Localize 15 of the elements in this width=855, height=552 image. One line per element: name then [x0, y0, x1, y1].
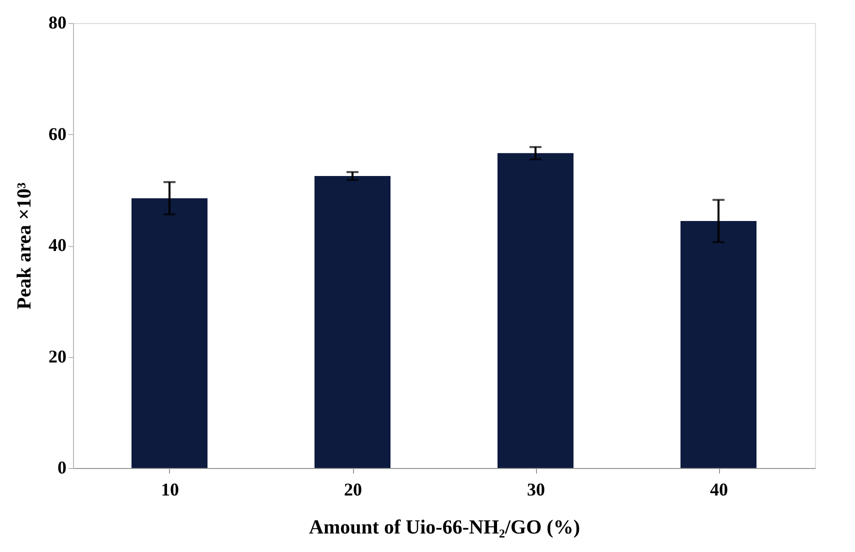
y-tick-label: 60 — [48, 124, 66, 144]
y-tick-label: 0 — [58, 458, 66, 478]
y-tick-label: 20 — [48, 346, 66, 366]
x-tick-label: 40 — [710, 480, 728, 500]
y-axis-title: Peak area ×10³ — [14, 182, 36, 310]
bar — [498, 153, 574, 468]
bar — [314, 176, 390, 468]
x-tick-label: 20 — [344, 480, 362, 500]
bar — [132, 198, 208, 468]
x-tick-label: 10 — [161, 480, 179, 500]
y-tick-label: 80 — [48, 12, 66, 32]
x-tick-label: 30 — [527, 480, 545, 500]
bar — [680, 221, 756, 468]
y-tick-label: 40 — [48, 235, 66, 255]
x-axis-title: Amount of Uio-66-NH₂/GO (%) — [309, 516, 580, 538]
